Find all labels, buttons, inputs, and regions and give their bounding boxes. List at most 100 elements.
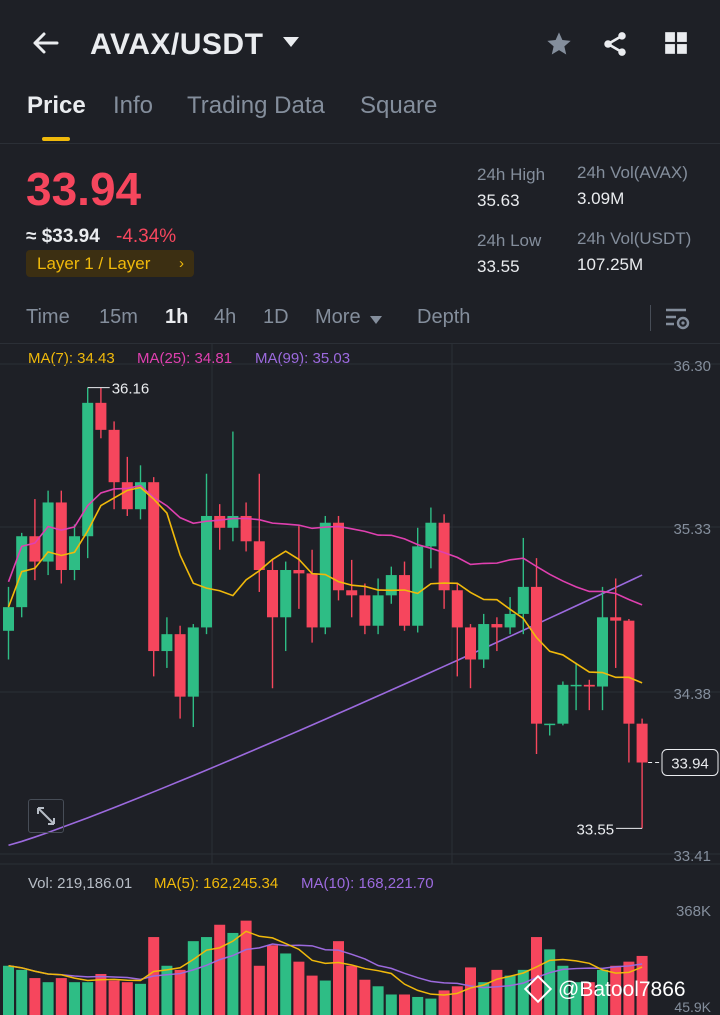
candle-body bbox=[557, 684, 569, 724]
volume-bar bbox=[293, 961, 305, 1015]
volume-bar bbox=[372, 986, 384, 1015]
volume-bar bbox=[69, 982, 80, 1015]
volume-bar bbox=[504, 975, 516, 1015]
candle-body bbox=[148, 482, 160, 652]
tf-time[interactable]: Time bbox=[26, 306, 70, 328]
last-price-box bbox=[661, 749, 719, 777]
volume-bar bbox=[478, 982, 490, 1015]
caret-down-icon[interactable] bbox=[282, 32, 300, 55]
volume-bar bbox=[319, 980, 331, 1015]
tf-more[interactable]: More bbox=[315, 306, 361, 328]
volume-bar bbox=[517, 969, 529, 1015]
tf-1h[interactable]: 1h bbox=[165, 306, 189, 328]
candle-body bbox=[108, 429, 120, 483]
candle-body bbox=[280, 570, 292, 618]
candle-body bbox=[451, 590, 463, 628]
volume-bar bbox=[201, 937, 212, 1015]
candle-body bbox=[491, 624, 503, 628]
volume-bar bbox=[465, 967, 476, 1015]
tab-price[interactable]: Price bbox=[27, 92, 86, 119]
candle-body bbox=[583, 684, 595, 687]
category-tag[interactable]: Layer 1 / Layer › bbox=[26, 250, 194, 277]
high-value: 35.63 bbox=[477, 191, 520, 210]
candle-body bbox=[267, 570, 278, 618]
tf-depth[interactable]: Depth bbox=[417, 306, 471, 328]
separator bbox=[650, 305, 651, 331]
y-tick-label: 35.33 bbox=[673, 521, 711, 538]
tab-square[interactable]: Square bbox=[360, 92, 438, 119]
share-icon[interactable] bbox=[601, 30, 629, 63]
candle-body bbox=[214, 515, 226, 528]
candle-body bbox=[227, 515, 239, 528]
candle-body bbox=[306, 573, 318, 628]
volume-bar bbox=[438, 990, 450, 1015]
candle-body bbox=[610, 617, 622, 621]
candle-body bbox=[544, 723, 556, 726]
volume-bar bbox=[623, 961, 635, 1015]
vol-base-value: 3.09M bbox=[577, 189, 625, 208]
tab-info[interactable]: Info bbox=[113, 92, 154, 119]
volume-bar bbox=[253, 965, 265, 1015]
candle-body bbox=[69, 536, 80, 571]
expand-icon[interactable] bbox=[28, 799, 64, 833]
tab-bar: Price Info Trading Data Square bbox=[0, 92, 720, 144]
caret-down-icon bbox=[370, 312, 382, 330]
low-value: 33.55 bbox=[477, 257, 520, 276]
watermark: @Batool7866 bbox=[523, 974, 686, 1004]
high-label: 24h High bbox=[477, 165, 546, 184]
tab-trading-data[interactable]: Trading Data bbox=[187, 92, 325, 119]
volume-bar bbox=[174, 969, 186, 1015]
vol-ma10-label: MA(10): 168,221.70 bbox=[301, 875, 434, 892]
candle-body bbox=[240, 515, 252, 542]
candle-body bbox=[135, 482, 146, 510]
volume-bar bbox=[187, 941, 199, 1015]
volume-bar bbox=[306, 975, 318, 1015]
volume-bar bbox=[82, 982, 94, 1015]
volume-label: Vol: 219,186.01 bbox=[28, 875, 133, 892]
candlestick-chart[interactable]: 36.30 35.33 34.38 33.41 368K 45.9K 36.16 33.55 3… bbox=[0, 344, 720, 1015]
volume-bar bbox=[16, 969, 28, 1015]
low-marker-label: 33.55 bbox=[577, 821, 615, 838]
volume-bar bbox=[55, 978, 67, 1015]
volume-bar bbox=[359, 979, 371, 1015]
candle-body bbox=[187, 627, 199, 697]
tf-1d[interactable]: 1D bbox=[263, 306, 289, 328]
candle-body bbox=[346, 590, 358, 596]
volume-bar bbox=[399, 994, 410, 1015]
volume-bar bbox=[425, 998, 437, 1015]
trading-pair-title[interactable]: AVAX/USDT bbox=[90, 28, 264, 61]
volume-bar bbox=[636, 955, 648, 1015]
vol-quote-label: 24h Vol(USDT) bbox=[577, 229, 692, 248]
tf-15m[interactable]: 15m bbox=[99, 306, 138, 328]
divider bbox=[0, 343, 720, 344]
candle-body bbox=[570, 684, 582, 687]
ma25-label: MA(25): 34.81 bbox=[137, 350, 233, 367]
candle-body bbox=[201, 515, 212, 628]
grid-icon[interactable] bbox=[663, 30, 689, 61]
y-tick-label: 33.41 bbox=[673, 848, 711, 865]
change-percent: -4.34% bbox=[116, 226, 177, 247]
volume-bar bbox=[42, 982, 54, 1015]
vol-tick-label: 368K bbox=[676, 903, 711, 920]
candle-body bbox=[597, 617, 608, 687]
y-tick-label: 34.38 bbox=[673, 686, 711, 703]
volume-bar bbox=[161, 965, 173, 1015]
y-tick-label: 36.30 bbox=[673, 358, 711, 375]
candle-body bbox=[121, 482, 133, 510]
star-icon[interactable] bbox=[545, 30, 573, 63]
watermark-text: @Batool7866 bbox=[558, 978, 686, 1001]
tf-4h[interactable]: 4h bbox=[214, 306, 237, 328]
back-arrow-icon[interactable] bbox=[30, 28, 60, 64]
low-label: 24h Low bbox=[477, 231, 542, 250]
candle-body bbox=[478, 624, 490, 660]
volume-bar bbox=[544, 949, 556, 1015]
candle-body bbox=[465, 627, 476, 660]
last-price-label: 33.94 bbox=[671, 756, 709, 773]
volume-bar bbox=[3, 965, 14, 1015]
candle-body bbox=[385, 575, 397, 596]
vol-tick-label: 45.9K bbox=[674, 999, 711, 1015]
vol-ma5-line bbox=[8, 930, 643, 996]
volume-bar bbox=[121, 982, 133, 1015]
chart-settings-icon[interactable] bbox=[664, 307, 690, 336]
volume-bar bbox=[583, 982, 595, 1015]
